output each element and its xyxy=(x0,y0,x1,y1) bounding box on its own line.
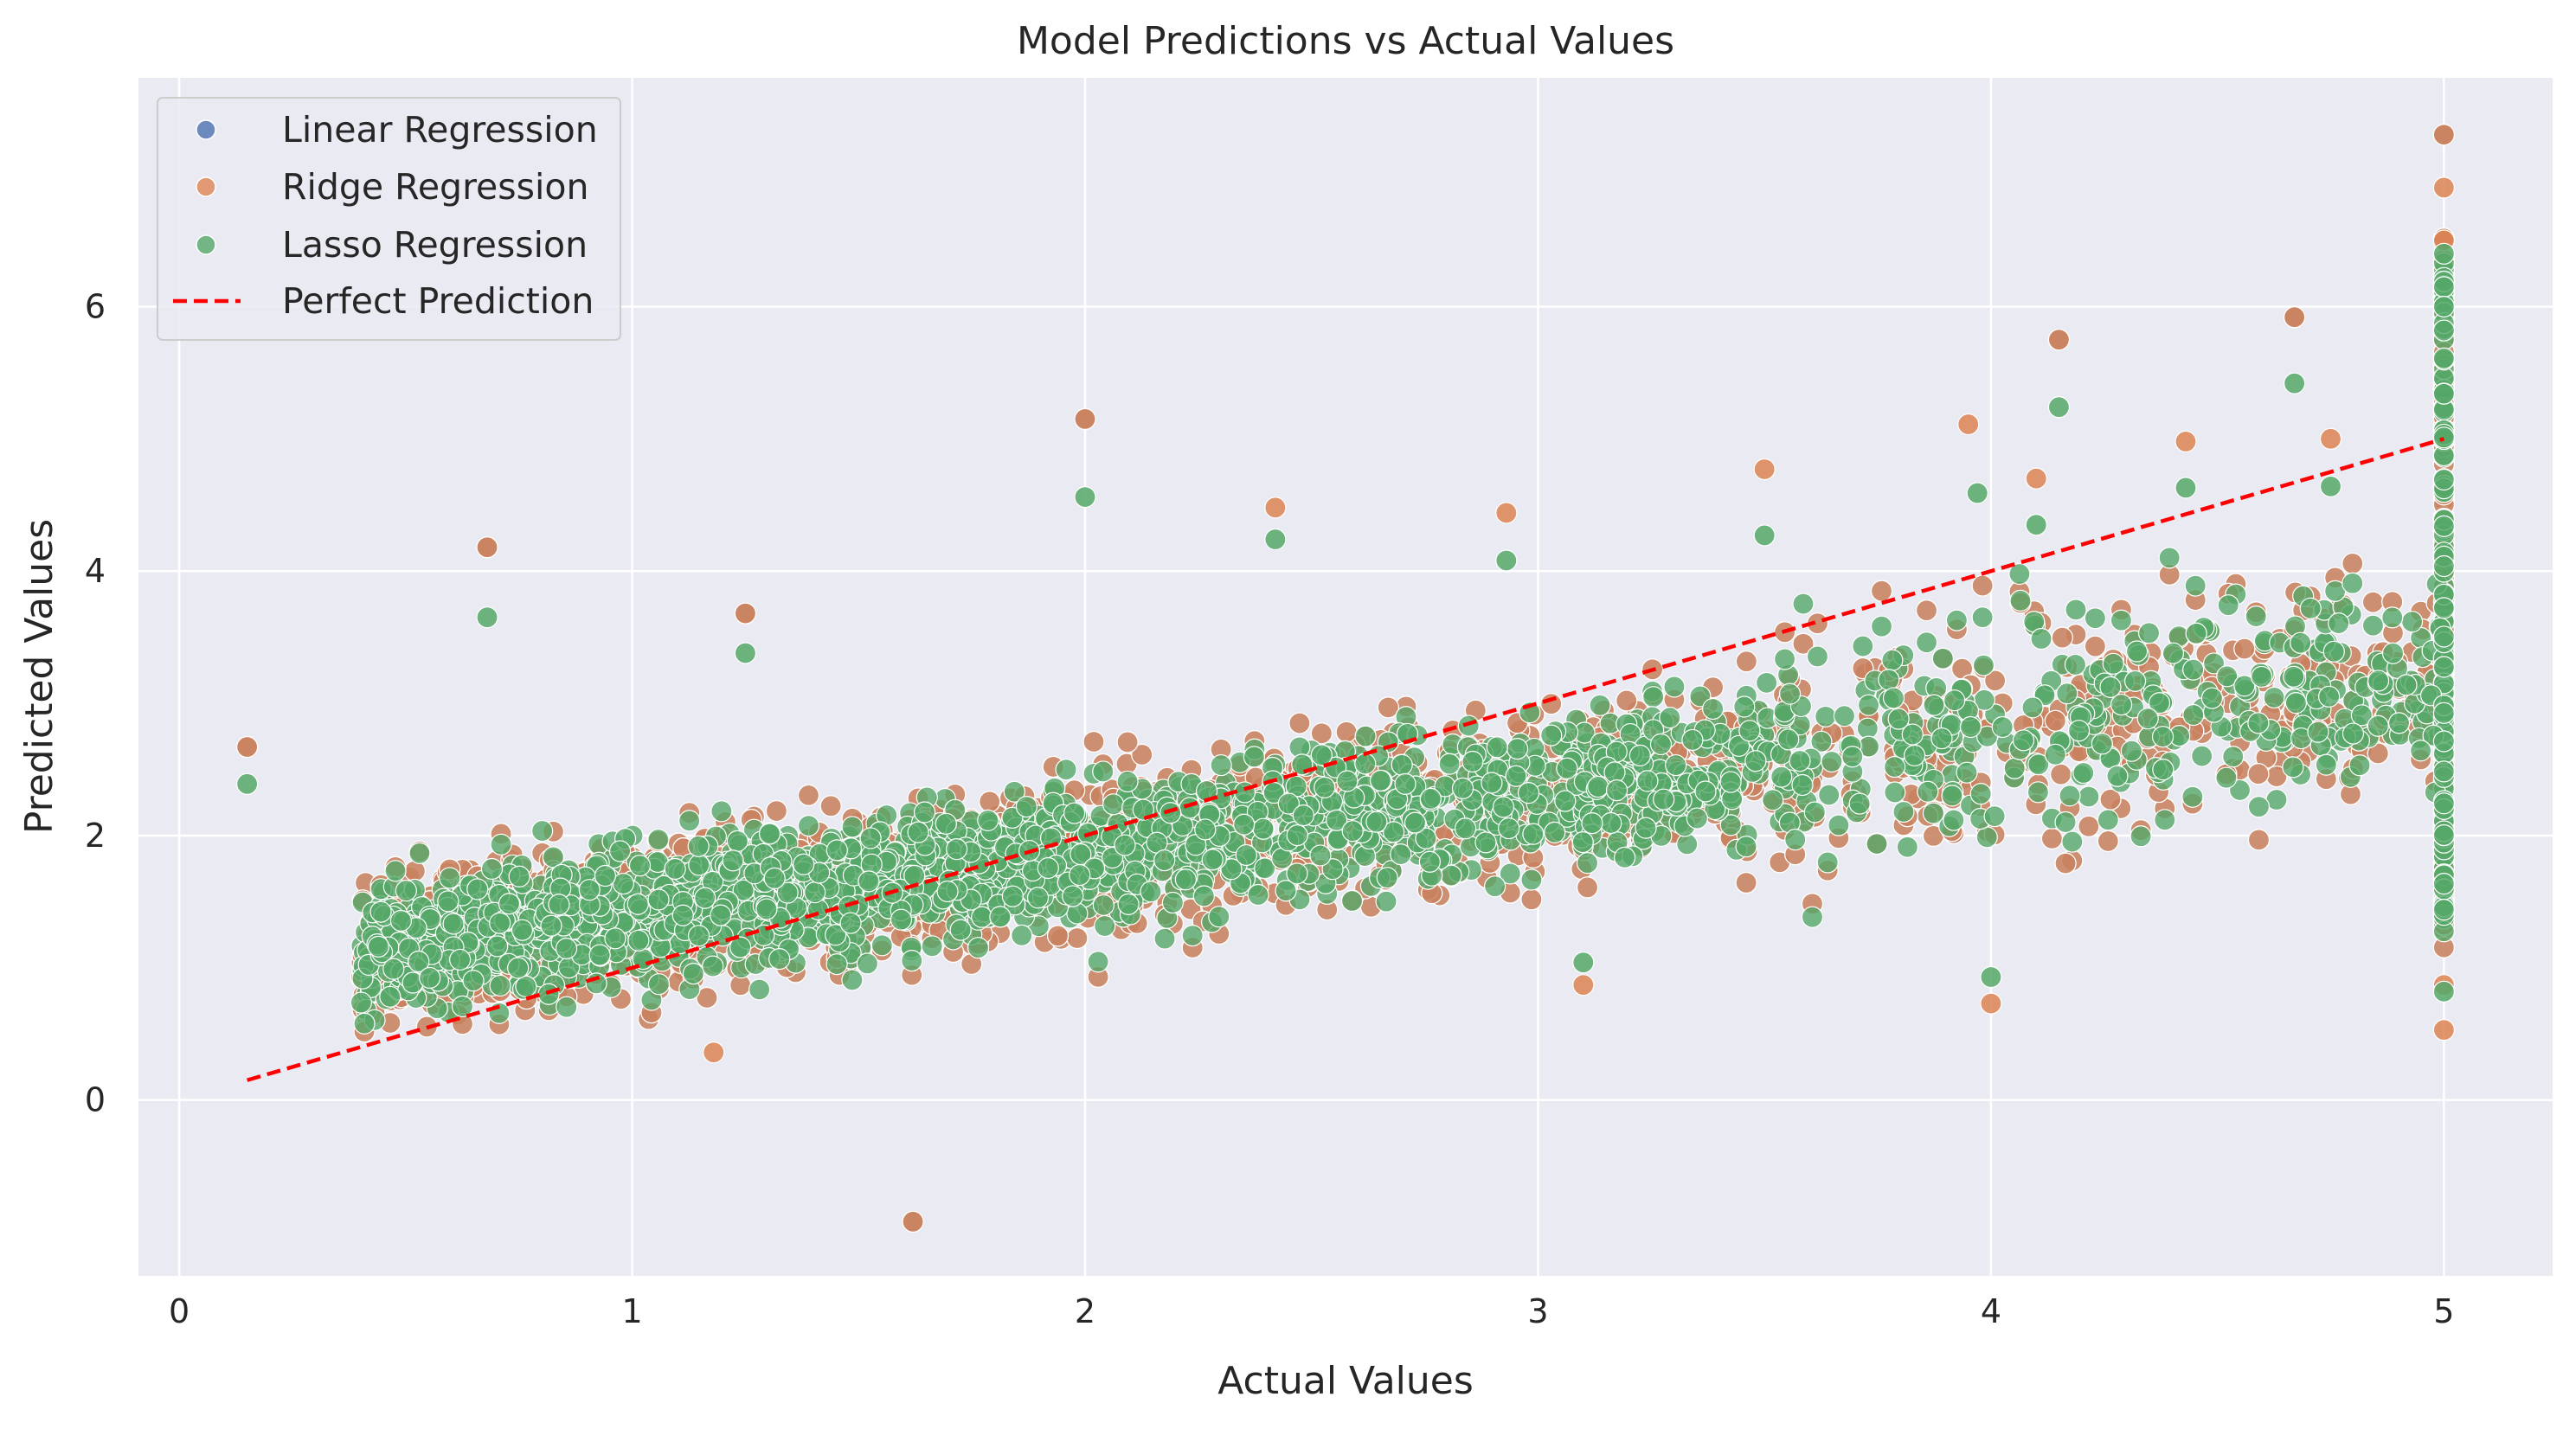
ridge-point xyxy=(2367,742,2389,765)
ridge-point xyxy=(2078,815,2100,837)
ridge-point xyxy=(1735,871,1757,894)
scatter-points xyxy=(236,124,2455,1233)
ridge-point xyxy=(819,795,842,817)
ridge-point xyxy=(797,784,820,806)
ridge-point xyxy=(979,791,1001,813)
ridge-point xyxy=(1971,574,1994,597)
ridge-point xyxy=(2044,709,2066,732)
ridge-point xyxy=(2040,827,2064,850)
ridge-point xyxy=(1576,876,1599,899)
ridge-point xyxy=(1984,670,2007,692)
ridge-point xyxy=(1288,712,1311,734)
ridge-point xyxy=(2051,626,2073,649)
ridge-point xyxy=(2247,829,2271,851)
ridge-point xyxy=(1540,693,1563,715)
ridge-point xyxy=(1377,696,1399,719)
ridge-point xyxy=(1616,689,1638,712)
ridge-point xyxy=(1335,721,1358,743)
ridge-point xyxy=(1066,926,1089,950)
ridge-point xyxy=(2233,638,2256,660)
ridge-point xyxy=(2361,591,2385,613)
ridge-point xyxy=(1082,730,1105,753)
ridge-point xyxy=(1116,731,1139,753)
ridge-point xyxy=(1520,888,1543,911)
ridge-point xyxy=(1870,580,1893,602)
ridge-point xyxy=(2342,552,2364,575)
ridge-point xyxy=(2054,852,2077,875)
ridge-point xyxy=(1915,599,1938,622)
ridge-point xyxy=(2084,635,2106,657)
ridge-point xyxy=(2097,830,2119,853)
ridge-point xyxy=(696,986,718,1009)
ridge-point xyxy=(1792,632,1815,655)
ridge-point xyxy=(765,799,788,823)
ridge-point xyxy=(1046,925,1070,947)
ridge-point xyxy=(1131,743,1153,766)
ridge-point xyxy=(2050,763,2072,785)
ridge-point xyxy=(1735,650,1757,673)
